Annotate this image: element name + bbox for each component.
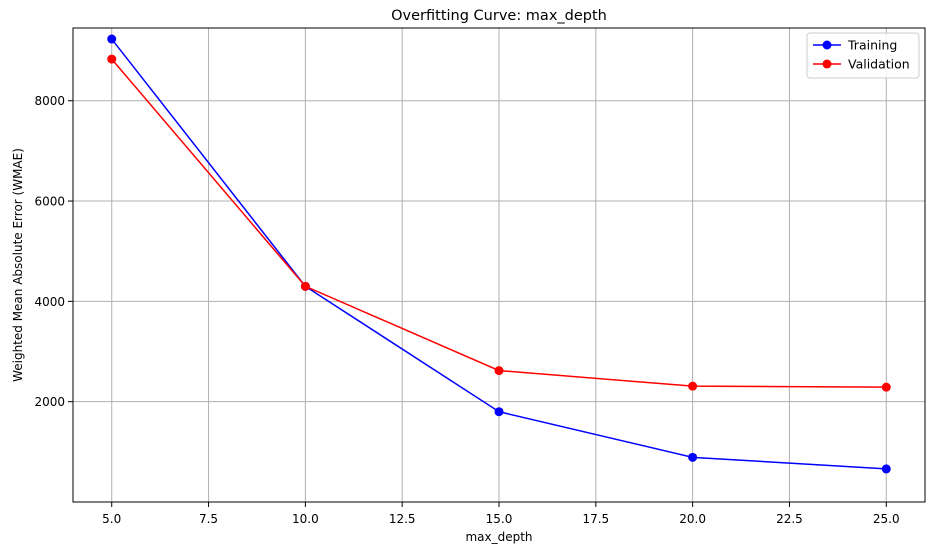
point-training-5	[107, 34, 117, 44]
x-tick-label-17-5: 17.5	[582, 512, 609, 526]
point-validation-10	[300, 281, 310, 291]
point-validation-25	[881, 382, 891, 392]
chart-title: Overfitting Curve: max_depth	[391, 8, 607, 24]
x-axis-label: max_depth	[465, 530, 532, 544]
x-axis: 5.0 7.5 10.0 12.5 15.0 17.5 20.0 22.5 25.0	[102, 502, 900, 526]
x-tick-label-12-5: 12.5	[389, 512, 416, 526]
y-tick-label-8000: 8000	[34, 94, 65, 108]
grid	[73, 28, 925, 502]
x-tick-label-25-0: 25.0	[873, 512, 900, 526]
point-training-20	[688, 452, 698, 462]
legend-marker-training	[822, 40, 832, 50]
x-tick-label-22-5: 22.5	[776, 512, 803, 526]
point-training-15	[494, 407, 504, 417]
point-validation-20	[688, 381, 698, 391]
y-tick-label-4000: 4000	[34, 295, 65, 309]
y-axis-label: Weighted Mean Absolute Error (WMAE)	[11, 148, 25, 382]
y-axis: 2000 4000 6000 8000	[34, 94, 73, 409]
legend: Training Validation	[806, 32, 920, 79]
x-tick-label-15-0: 15.0	[486, 512, 513, 526]
series-layer	[107, 34, 891, 474]
legend-label-training: Training	[847, 38, 897, 53]
point-validation-15	[494, 366, 504, 376]
x-tick-label-5-0: 5.0	[102, 512, 121, 526]
point-training-25	[881, 464, 891, 474]
y-tick-label-6000: 6000	[34, 195, 65, 209]
point-validation-5	[107, 54, 117, 64]
legend-label-validation: Validation	[848, 57, 910, 72]
x-tick-label-7-5: 7.5	[199, 512, 218, 526]
y-tick-label-2000: 2000	[34, 395, 65, 409]
x-tick-label-20-0: 20.0	[679, 512, 706, 526]
legend-marker-validation	[822, 59, 832, 69]
x-tick-label-10-0: 10.0	[292, 512, 319, 526]
